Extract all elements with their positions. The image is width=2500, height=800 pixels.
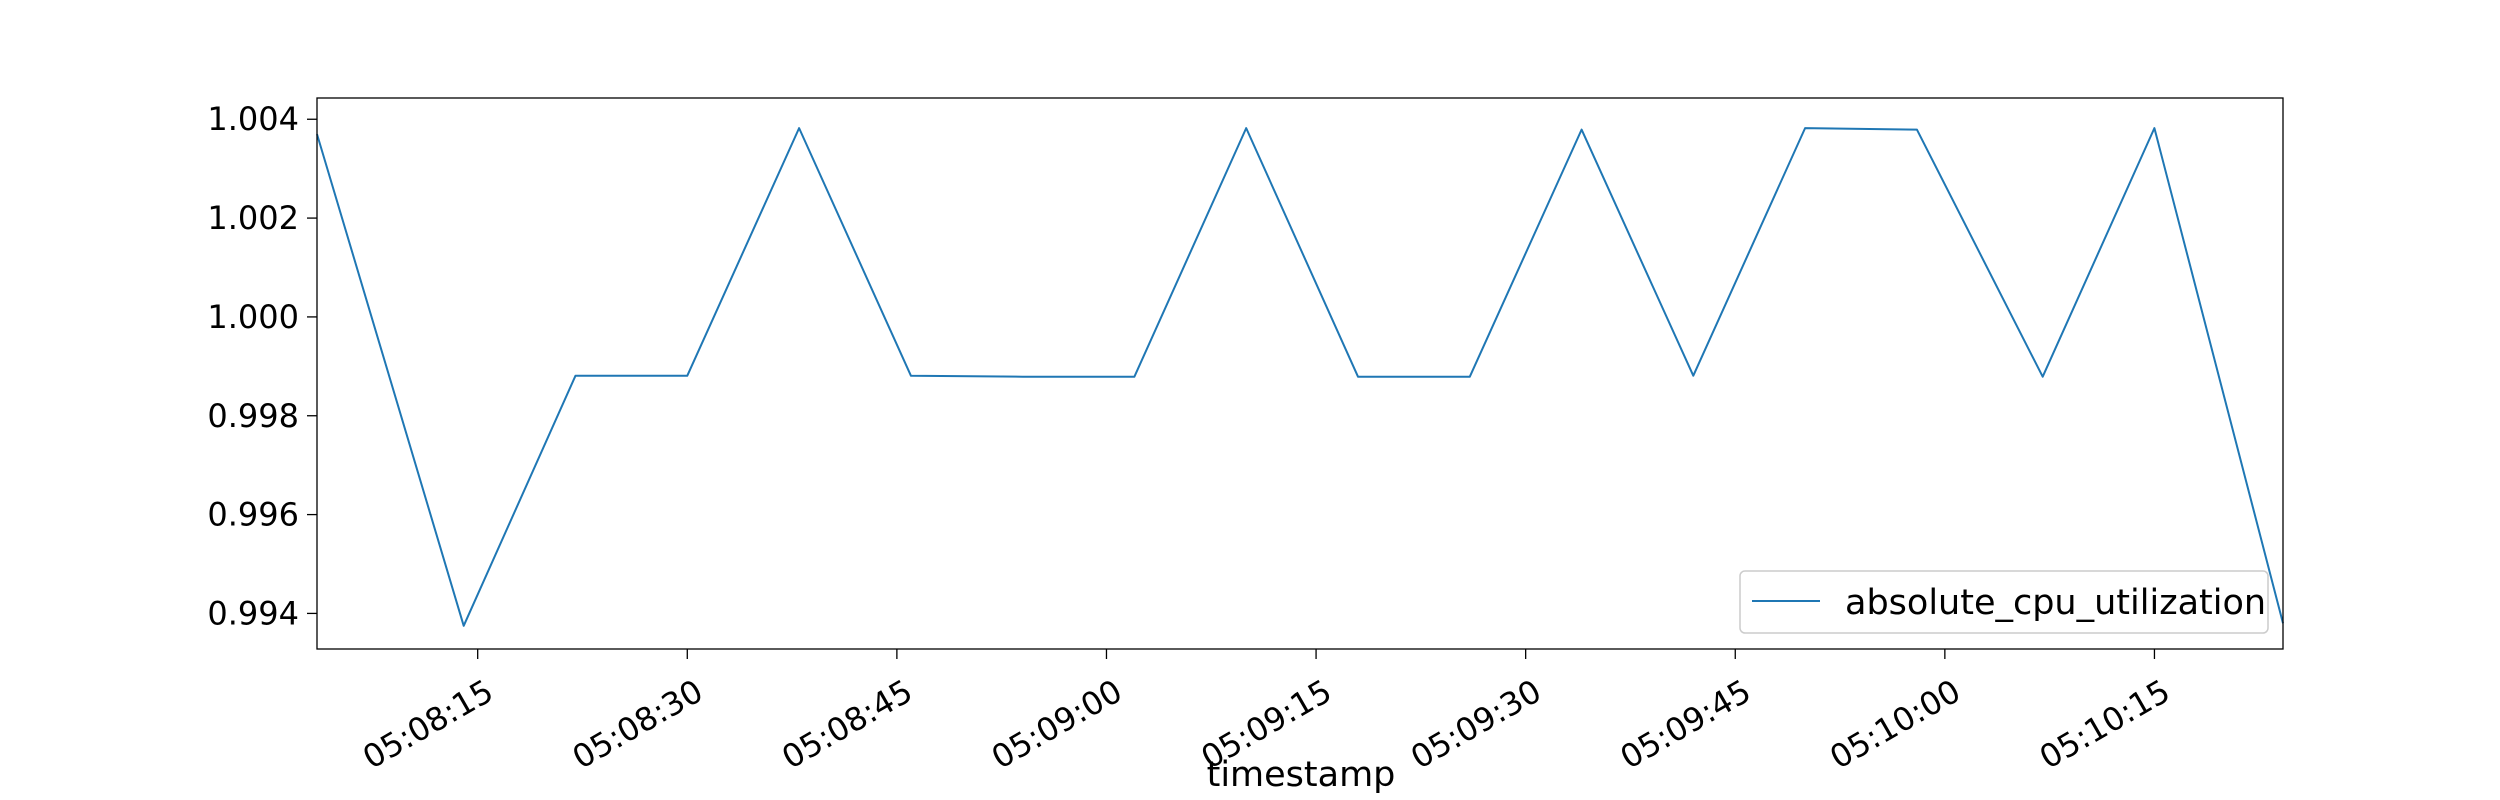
x-tick-label: 05:09:30: [1404, 672, 1547, 777]
x-tick-label: 05:08:15: [356, 672, 499, 777]
x-axis-label: timestamp: [1207, 755, 1396, 795]
series-line-absolute-cpu-utilization: [316, 127, 2284, 627]
legend: absolute_cpu_utilization: [1739, 570, 2269, 634]
x-tick-label: 05:09:00: [985, 672, 1128, 777]
y-tick-label: 0.996: [207, 496, 299, 534]
legend-box: [1739, 570, 2269, 634]
x-tick-label: 05:08:45: [775, 672, 918, 777]
plot-frame: [316, 97, 2284, 650]
x-tick-label: 05:10:15: [2033, 672, 2176, 777]
y-tick-label: 0.994: [207, 594, 299, 632]
x-tick-label: 05:09:45: [1614, 672, 1757, 777]
y-tick-label: 1.000: [207, 298, 299, 336]
x-tick-label: 05:08:30: [566, 672, 709, 777]
y-tick-label: 0.998: [207, 397, 299, 435]
y-tick-label: 1.002: [207, 199, 299, 237]
legend-label: absolute_cpu_utilization: [1845, 583, 2266, 623]
y-axis-ticks: 0.994 0.996 0.998 1.000 1.002 1.004: [207, 100, 317, 632]
y-tick-label: 1.004: [207, 100, 299, 138]
x-tick-label: 05:10:00: [1823, 672, 1966, 777]
